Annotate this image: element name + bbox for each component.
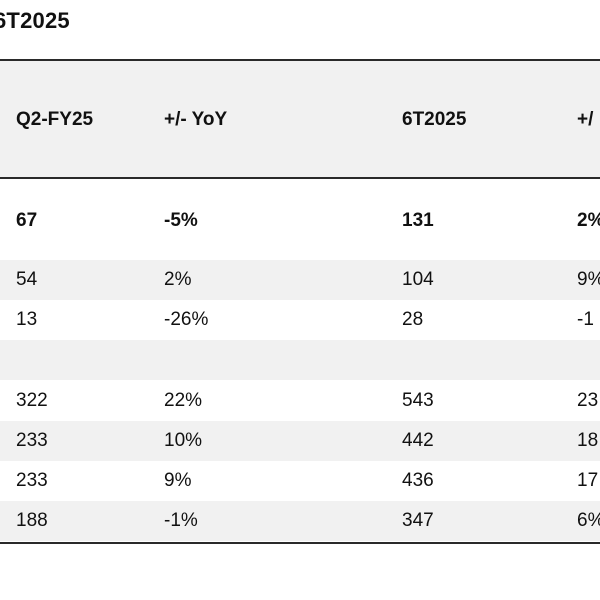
- table-header-row: Q2-FY25 +/- YoY 6T2025 +/: [0, 61, 600, 179]
- table-row: [0, 340, 600, 380]
- table-cell: 347: [402, 510, 434, 531]
- header-yoy: +/- YoY: [164, 109, 228, 130]
- table-row: 233 10% 442 18: [0, 421, 600, 461]
- page-title: 6T2025: [0, 8, 70, 33]
- table-cell: 10%: [164, 430, 203, 451]
- table-cell: 23: [577, 390, 599, 411]
- header-6t2025: 6T2025: [402, 109, 467, 130]
- table-cell: 2%: [164, 269, 192, 290]
- table-cell: -5%: [164, 210, 198, 231]
- table-cell: -26%: [164, 309, 209, 330]
- table-row: 322 22% 543 23: [0, 381, 600, 421]
- table-row: 13 -26% 28 -1: [0, 300, 600, 340]
- table-cell: 104: [402, 269, 434, 290]
- table-cell: -1%: [164, 510, 198, 531]
- table-cell: 18: [577, 430, 599, 451]
- table-cell: 188: [16, 510, 48, 531]
- table-cell: 543: [402, 390, 434, 411]
- table-cell: 9%: [164, 470, 192, 491]
- table-row: 233 9% 436 17: [0, 461, 600, 501]
- table-cell: 233: [16, 430, 48, 451]
- table-cell: 22%: [164, 390, 203, 411]
- table-cell: 442: [402, 430, 434, 451]
- table-cell: 13: [16, 309, 38, 330]
- table-cell: 322: [16, 390, 48, 411]
- header-yoy-2: +/: [577, 109, 594, 130]
- table-cell: 6%: [577, 510, 600, 531]
- table-row: 67 -5% 131 2%: [0, 201, 600, 241]
- table-cell: 67: [16, 210, 38, 231]
- table-cell: 9%: [577, 269, 600, 290]
- table-cell: 436: [402, 470, 434, 491]
- table-row: 188 -1% 347 6%: [0, 501, 600, 541]
- header-q2-fy25: Q2-FY25: [16, 109, 94, 130]
- table-row: 54 2% 104 9%: [0, 260, 600, 300]
- data-table: Q2-FY25 +/- YoY 6T2025 +/ 67 -5% 131 2% …: [0, 59, 600, 544]
- table-cell: 233: [16, 470, 48, 491]
- table-cell: 131: [402, 210, 434, 231]
- table-cell: 28: [402, 309, 424, 330]
- table-cell: -1: [577, 309, 594, 330]
- table-cell: 17: [577, 470, 599, 491]
- table-cell: 54: [16, 269, 38, 290]
- table-cell: 2%: [577, 210, 600, 231]
